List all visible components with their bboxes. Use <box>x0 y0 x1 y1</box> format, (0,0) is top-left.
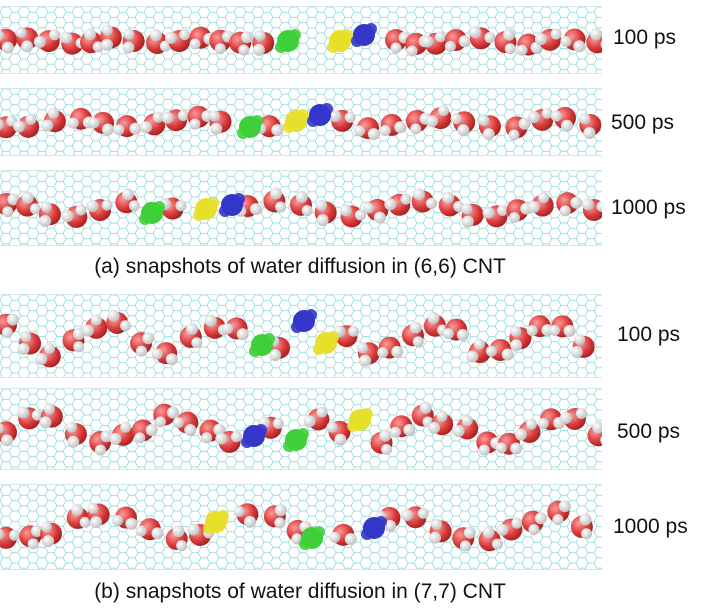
snapshot-a-500ps <box>0 88 602 156</box>
snapshot-b-1000ps <box>0 484 602 570</box>
time-label-b-1000: 1000 ps <box>613 515 688 538</box>
panel-a-caption: (a) snapshots of water diffusion in (6,6… <box>94 255 506 278</box>
molecule-snapshot-image <box>0 89 602 155</box>
snapshot-a-100ps <box>0 6 602 74</box>
panel-b-caption: (b) snapshots of water diffusion in (7,7… <box>94 580 506 603</box>
time-label-b-100: 100 ps <box>617 323 681 346</box>
molecule-snapshot-image <box>0 389 602 469</box>
time-label-a-100: 100 ps <box>613 26 677 49</box>
snapshot-b-500ps <box>0 388 602 470</box>
time-label-b-500: 500 ps <box>617 420 681 443</box>
molecule-snapshot-image <box>0 171 602 245</box>
snapshot-a-1000ps <box>0 170 602 246</box>
molecule-snapshot-image <box>0 485 602 569</box>
time-label-a-500: 500 ps <box>611 111 675 134</box>
snapshot-b-100ps <box>0 294 602 378</box>
time-label-a-1000: 1000 ps <box>611 196 686 219</box>
molecule-snapshot-image <box>0 295 602 377</box>
molecule-snapshot-image <box>0 7 602 73</box>
